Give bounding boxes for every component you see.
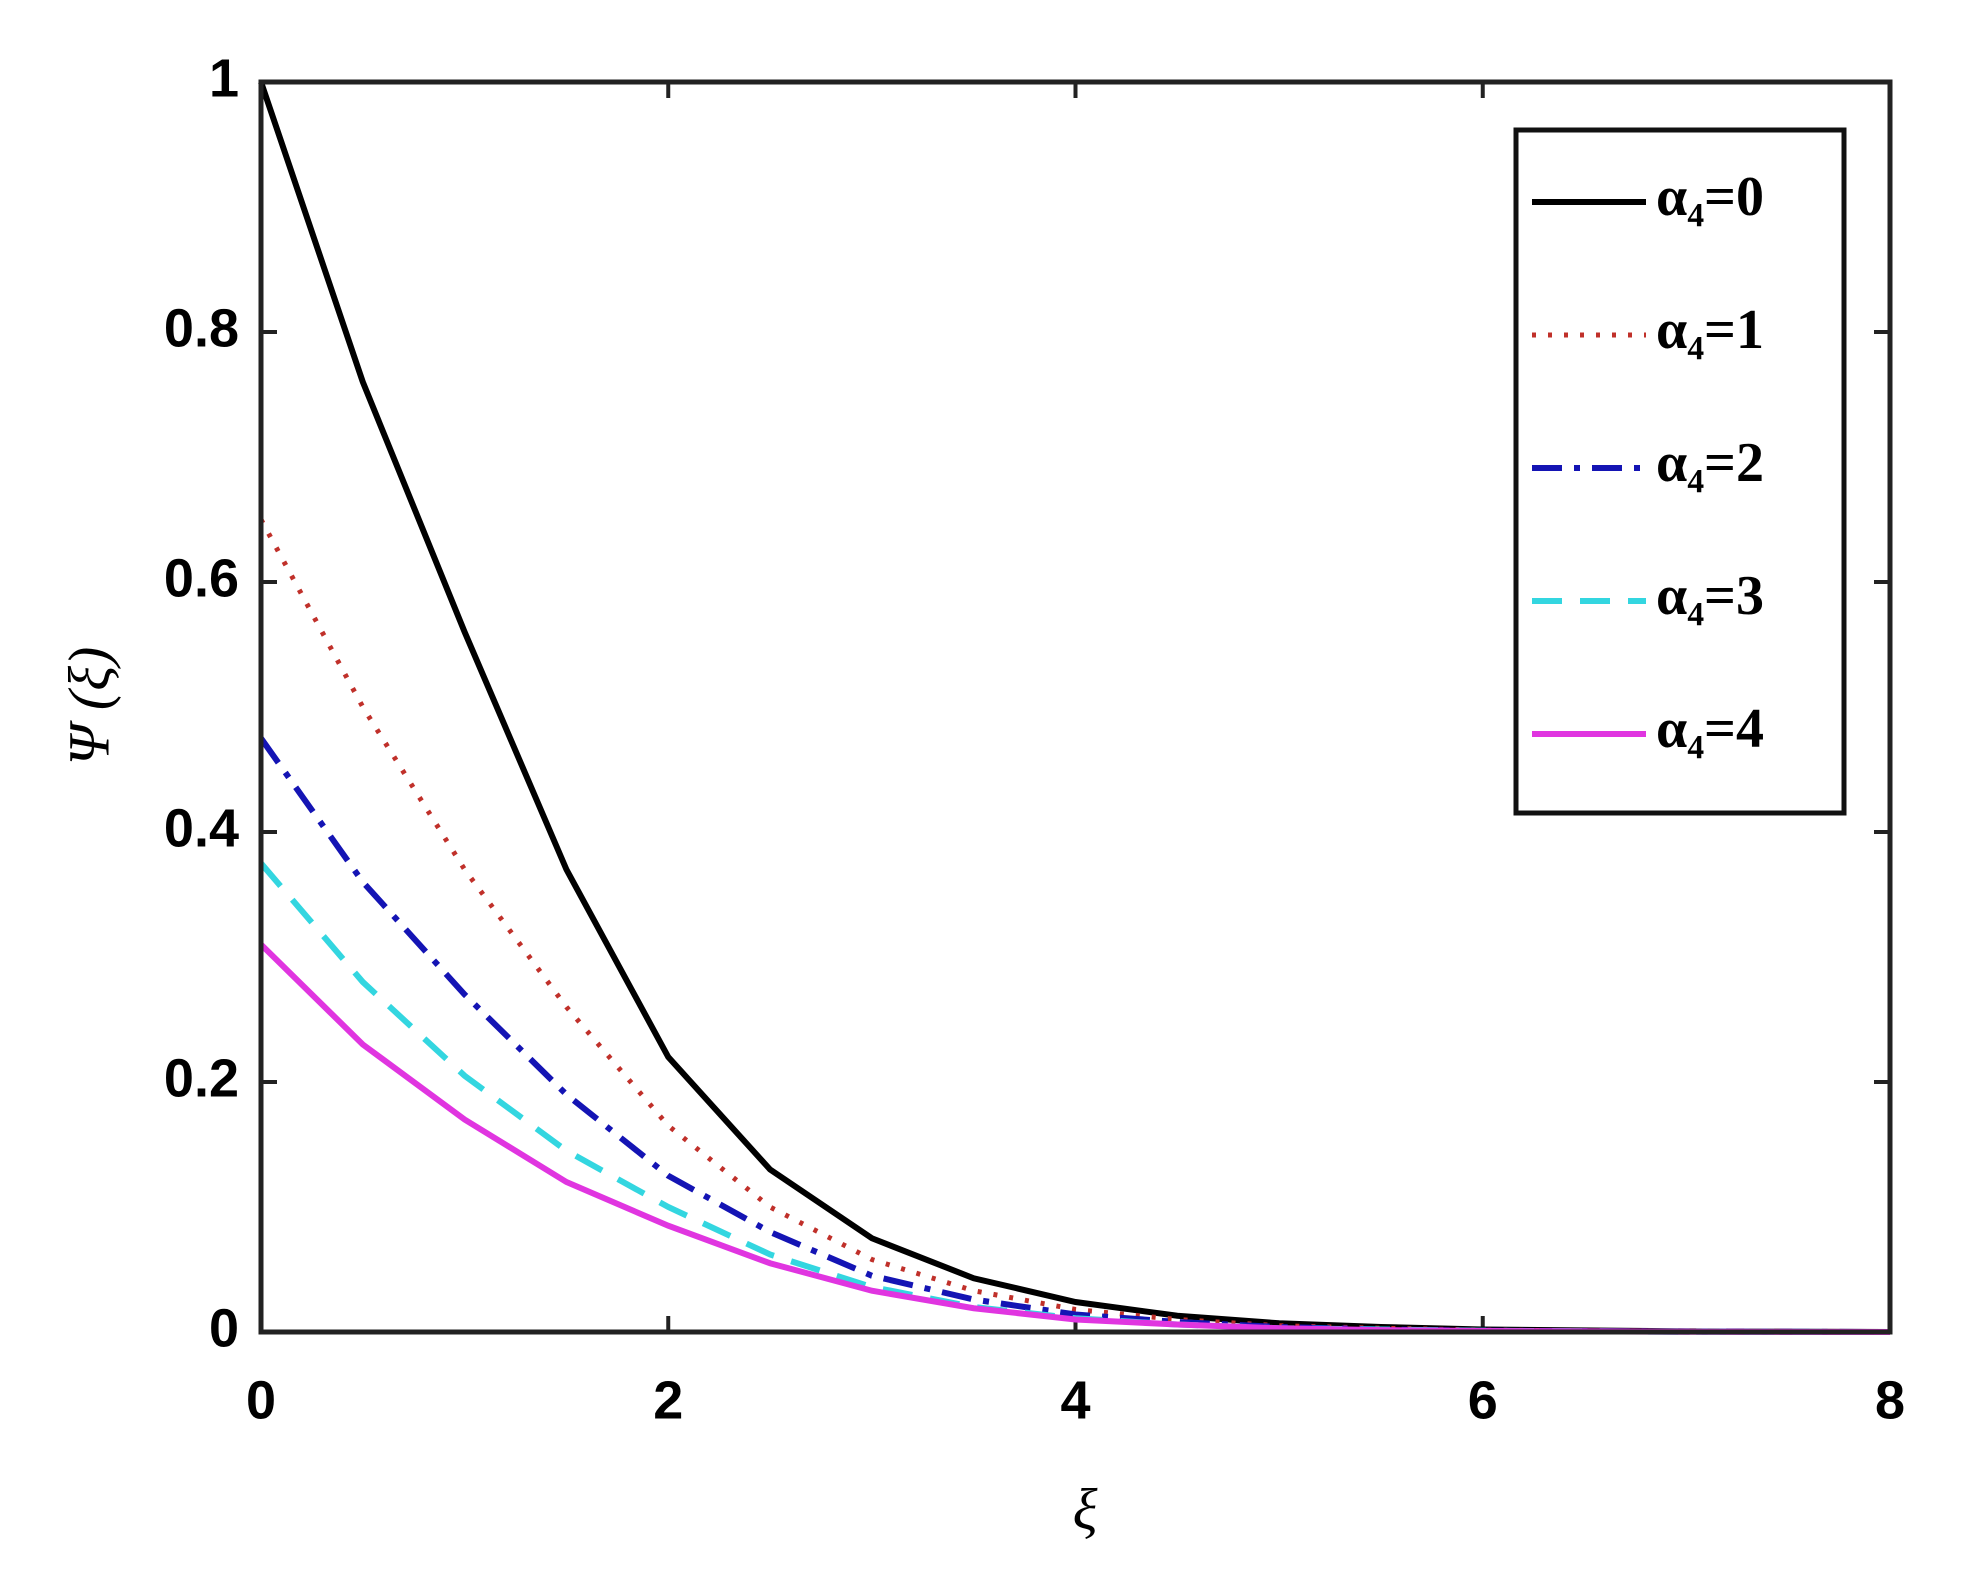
legend-label: α₄=1 <box>1656 299 1764 361</box>
x-tick-label: 4 <box>1060 1370 1090 1430</box>
y-tick-label: 0.4 <box>164 798 239 858</box>
x-axis-label: ξ <box>1073 1476 1098 1541</box>
legend-label: α₄=0 <box>1656 166 1764 228</box>
series-line <box>258 942 1891 1335</box>
y-tick-label: 1 <box>209 48 239 108</box>
plot-frame <box>258 79 1893 1335</box>
series-line <box>258 736 1891 1335</box>
y-tick-label: 0.2 <box>164 1048 239 1108</box>
series-line <box>258 861 1891 1335</box>
y-tick-label: 0.8 <box>164 298 239 358</box>
legend-label: α₄=3 <box>1656 565 1764 627</box>
legend-label: α₄=2 <box>1656 432 1764 494</box>
x-tick-label: 0 <box>246 1370 276 1430</box>
y-tick-label: 0 <box>209 1298 239 1358</box>
x-tick-label: 6 <box>1468 1370 1498 1430</box>
y-tick-label: 0.6 <box>164 548 239 608</box>
x-tick-label: 8 <box>1875 1370 1905 1430</box>
legend-box <box>1513 127 1847 816</box>
legend-label: α₄=4 <box>1656 698 1764 760</box>
y-axis-label: Ψ (ξ) <box>56 647 121 766</box>
x-tick-label: 2 <box>653 1370 683 1430</box>
